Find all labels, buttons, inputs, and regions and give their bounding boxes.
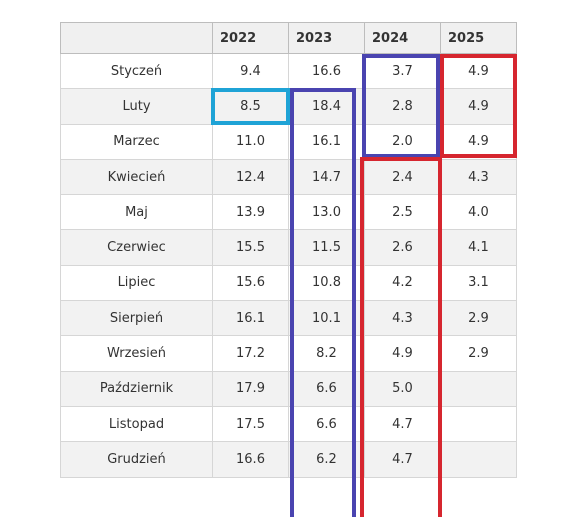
value-cell-2024: 4.3 <box>364 300 441 337</box>
value-cell-2025: 2.9 <box>440 300 517 337</box>
value-cell-2022: 16.6 <box>212 441 289 478</box>
value-cell-2023: 16.1 <box>288 123 365 160</box>
header-2025: 2025 <box>440 22 517 54</box>
value-cell-2024: 4.7 <box>364 405 441 443</box>
value-cell-2024: 3.7 <box>364 52 441 90</box>
table-row: Czerwiec 15.5 11.5 2.6 4.1 <box>60 229 517 266</box>
table-row: Lipiec 15.6 10.8 4.2 3.1 <box>60 264 517 302</box>
value-cell-2025: 3.1 <box>440 264 517 302</box>
value-cell-2022: 17.5 <box>212 405 289 443</box>
month-cell: Maj <box>60 194 213 231</box>
value-cell-2025: 4.3 <box>440 158 517 196</box>
value-cell-2022: 12.4 <box>212 158 289 196</box>
value-cell-2024: 4.7 <box>364 441 441 478</box>
value-cell-2025: 4.9 <box>440 52 517 90</box>
table-row: Listopad 17.5 6.6 4.7 <box>60 405 517 443</box>
value-cell-2023: 13.0 <box>288 194 365 231</box>
value-cell-2025: 2.9 <box>440 335 517 372</box>
table-row: Wrzesień 17.2 8.2 4.9 2.9 <box>60 335 517 372</box>
value-cell-2025: 4.9 <box>440 88 517 125</box>
value-cell-2024: 2.4 <box>364 158 441 196</box>
month-cell: Grudzień <box>60 441 213 478</box>
value-cell-2022: 17.2 <box>212 335 289 372</box>
table-row: Sierpień 16.1 10.1 4.3 2.9 <box>60 300 517 337</box>
table-row: Październik 17.9 6.6 5.0 <box>60 370 517 407</box>
month-cell: Styczeń <box>60 52 213 90</box>
value-cell-2022: 17.9 <box>212 370 289 407</box>
value-cell-2024: 2.6 <box>364 229 441 266</box>
value-cell-2022: 16.1 <box>212 300 289 337</box>
value-cell-2023: 6.2 <box>288 441 365 478</box>
value-cell-2025: 4.9 <box>440 123 517 160</box>
value-cell-2022: 9.4 <box>212 52 289 90</box>
value-cell-2022: 15.6 <box>212 264 289 302</box>
value-cell-2023: 8.2 <box>288 335 365 372</box>
header-row: 2022 2023 2024 2025 <box>60 22 517 54</box>
header-2024: 2024 <box>364 22 441 54</box>
value-cell-2025: 4.1 <box>440 229 517 266</box>
month-cell: Marzec <box>60 123 213 160</box>
value-cell-2022: 11.0 <box>212 123 289 160</box>
month-cell: Kwiecień <box>60 158 213 196</box>
value-cell-2024: 2.5 <box>364 194 441 231</box>
month-cell: Czerwiec <box>60 229 213 266</box>
table-row: Marzec 11.0 16.1 2.0 4.9 <box>60 123 517 160</box>
month-cell: Luty <box>60 88 213 125</box>
value-cell-2022: 8.5 <box>212 88 289 125</box>
value-cell-2024: 4.2 <box>364 264 441 302</box>
value-cell-2023: 16.6 <box>288 52 365 90</box>
value-cell-2024: 4.9 <box>364 335 441 372</box>
month-cell: Listopad <box>60 405 213 443</box>
month-cell: Październik <box>60 370 213 407</box>
header-2022: 2022 <box>212 22 289 54</box>
inflation-table: 2022 2023 2024 2025 Styczeń 9.4 16.6 3.7 4.9… <box>60 22 517 478</box>
month-cell: Sierpień <box>60 300 213 337</box>
value-cell-2022: 15.5 <box>212 229 289 266</box>
value-cell-2023: 10.8 <box>288 264 365 302</box>
value-cell-2024: 2.8 <box>364 88 441 125</box>
value-cell-2023: 18.4 <box>288 88 365 125</box>
value-cell-2025: 4.0 <box>440 194 517 231</box>
header-2023: 2023 <box>288 22 365 54</box>
month-cell: Wrzesień <box>60 335 213 372</box>
value-cell-2025 <box>440 405 517 443</box>
table-row: Maj 13.9 13.0 2.5 4.0 <box>60 194 517 231</box>
header-month <box>60 22 213 54</box>
value-cell-2023: 6.6 <box>288 370 365 407</box>
table-row: Styczeń 9.4 16.6 3.7 4.9 <box>60 52 517 90</box>
table-row: Kwiecień 12.4 14.7 2.4 4.3 <box>60 158 517 196</box>
table-row: Grudzień 16.6 6.2 4.7 <box>60 441 517 478</box>
value-cell-2023: 11.5 <box>288 229 365 266</box>
value-cell-2025 <box>440 370 517 407</box>
value-cell-2024: 5.0 <box>364 370 441 407</box>
month-cell: Lipiec <box>60 264 213 302</box>
value-cell-2023: 6.6 <box>288 405 365 443</box>
value-cell-2023: 14.7 <box>288 158 365 196</box>
value-cell-2024: 2.0 <box>364 123 441 160</box>
value-cell-2025 <box>440 441 517 478</box>
table-row: Luty 8.5 18.4 2.8 4.9 <box>60 88 517 125</box>
value-cell-2023: 10.1 <box>288 300 365 337</box>
value-cell-2022: 13.9 <box>212 194 289 231</box>
table-body: Styczeń 9.4 16.6 3.7 4.9 Luty 8.5 18.4 2.8 4.9 Mar… <box>60 52 517 478</box>
